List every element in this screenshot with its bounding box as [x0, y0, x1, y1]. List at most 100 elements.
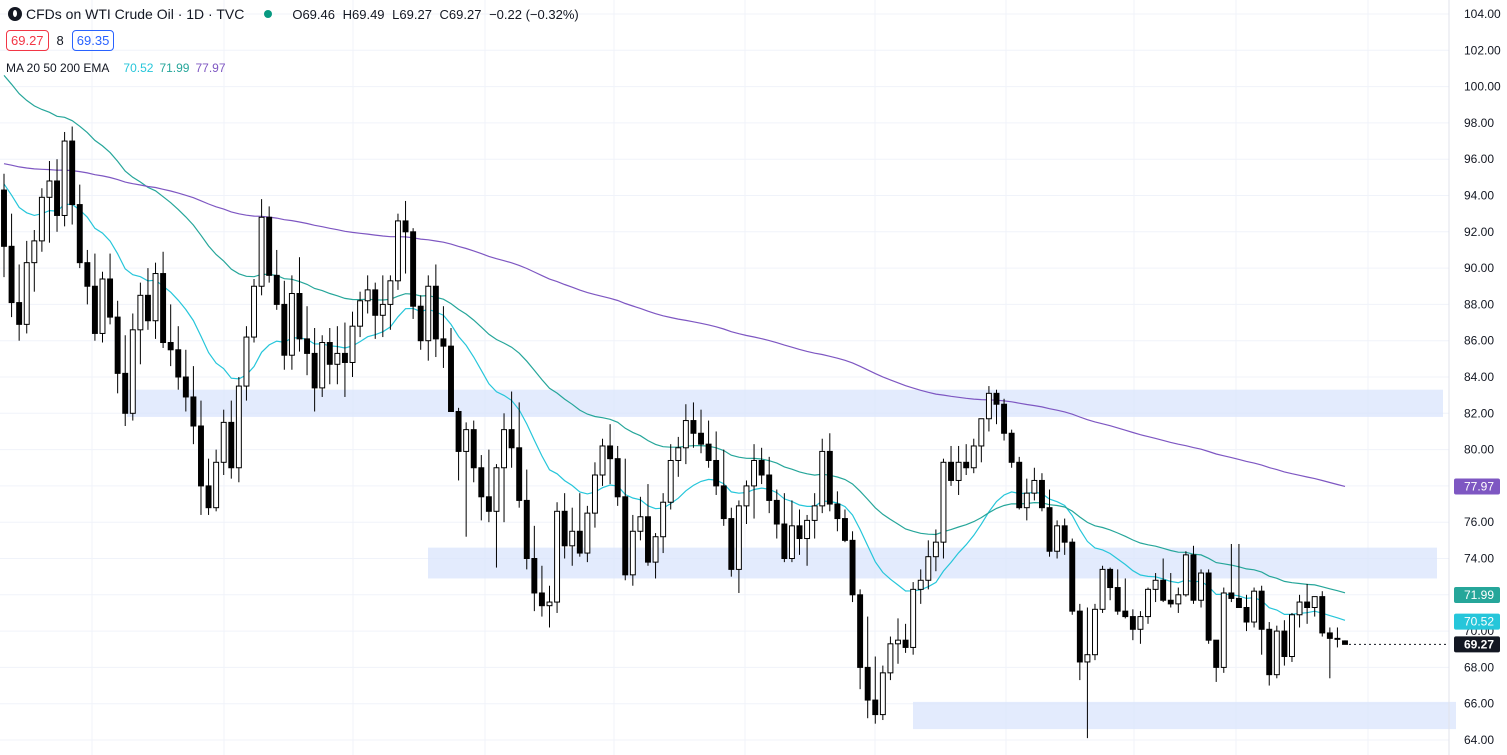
candle[interactable]	[857, 589, 864, 690]
candle[interactable]	[122, 335, 129, 427]
candle[interactable]	[296, 257, 303, 352]
ma200-line[interactable]	[3, 163, 1346, 487]
candle[interactable]	[607, 424, 614, 485]
candle[interactable]	[1069, 538, 1076, 615]
candle[interactable]	[288, 275, 295, 370]
candle[interactable]	[1129, 609, 1136, 641]
candle[interactable]	[341, 322, 348, 397]
candle[interactable]	[508, 391, 515, 468]
candle[interactable]	[1008, 429, 1015, 468]
candle[interactable]	[1198, 569, 1205, 608]
candle[interactable]	[516, 402, 523, 508]
candle[interactable]	[576, 493, 583, 557]
candle[interactable]	[129, 313, 136, 421]
candle[interactable]	[372, 282, 379, 339]
candle[interactable]	[364, 275, 371, 314]
candle[interactable]	[1076, 603, 1083, 681]
candle[interactable]	[1235, 543, 1242, 609]
candle[interactable]	[720, 449, 727, 526]
candle[interactable]	[1175, 587, 1182, 613]
candle[interactable]	[925, 540, 932, 590]
candle[interactable]	[23, 240, 30, 334]
candle[interactable]	[478, 455, 485, 521]
candle[interactable]	[993, 389, 1000, 425]
candle[interactable]	[811, 493, 818, 539]
symbol-title[interactable]: CFDs on WTI Crude Oil · 1D · TVC	[26, 6, 245, 22]
candle[interactable]	[690, 402, 697, 448]
candlesticks[interactable]	[1, 126, 1348, 739]
candle[interactable]	[932, 529, 939, 572]
candle[interactable]	[46, 161, 53, 243]
candle[interactable]	[304, 306, 311, 376]
candle[interactable]	[91, 253, 98, 341]
candle[interactable]	[584, 505, 591, 563]
candle[interactable]	[273, 249, 280, 310]
candle[interactable]	[167, 304, 174, 367]
candle[interactable]	[493, 464, 500, 568]
candle[interactable]	[501, 413, 507, 523]
candle[interactable]	[16, 264, 23, 341]
candle[interactable]	[425, 275, 432, 361]
candle[interactable]	[235, 377, 242, 483]
candle[interactable]	[61, 131, 68, 227]
candle[interactable]	[251, 278, 257, 343]
ma50-line[interactable]	[3, 75, 1346, 594]
candle[interactable]	[319, 335, 326, 397]
candle[interactable]	[1160, 558, 1167, 603]
candle[interactable]	[849, 531, 856, 603]
candle[interactable]	[69, 126, 76, 225]
candle[interactable]	[198, 400, 204, 515]
candle[interactable]	[175, 326, 182, 390]
candle[interactable]	[1220, 587, 1227, 673]
candle[interactable]	[955, 445, 962, 495]
candle[interactable]	[667, 444, 674, 510]
candle[interactable]	[455, 407, 462, 481]
candle[interactable]	[1016, 456, 1023, 510]
candle[interactable]	[735, 500, 742, 593]
candle[interactable]	[1251, 587, 1258, 628]
candle[interactable]	[349, 311, 356, 377]
candle[interactable]	[8, 213, 15, 318]
candle[interactable]	[54, 159, 60, 232]
candle[interactable]	[485, 449, 492, 523]
candle[interactable]	[629, 514, 636, 586]
candle[interactable]	[410, 228, 417, 319]
candle[interactable]	[1092, 603, 1098, 661]
candle[interactable]	[190, 366, 197, 445]
candle[interactable]	[614, 445, 621, 506]
candle[interactable]	[1054, 520, 1061, 559]
candle[interactable]	[1084, 607, 1091, 739]
candle[interactable]	[463, 422, 470, 537]
candle[interactable]	[114, 300, 121, 394]
candle[interactable]	[940, 458, 947, 559]
candle[interactable]	[432, 264, 439, 358]
candle[interactable]	[1122, 578, 1129, 619]
sell-price-button[interactable]: 69.27	[6, 30, 49, 51]
candle[interactable]	[948, 445, 954, 486]
candle[interactable]	[281, 280, 288, 370]
candle[interactable]	[773, 489, 780, 539]
candle[interactable]	[1, 173, 7, 278]
candle[interactable]	[538, 565, 545, 617]
candle[interactable]	[985, 386, 992, 432]
candle[interactable]	[872, 656, 879, 724]
price-axis[interactable]: 104.00 102.00 100.00 98.00 96.00 94.00 92.00 90…	[1448, 0, 1501, 755]
candle[interactable]	[379, 275, 386, 338]
candle[interactable]	[713, 431, 720, 495]
candle[interactable]	[1145, 587, 1151, 624]
candle[interactable]	[1061, 518, 1068, 555]
candle[interactable]	[470, 420, 477, 483]
candle[interactable]	[1311, 596, 1318, 617]
candle[interactable]	[1266, 622, 1273, 686]
candle[interactable]	[682, 404, 689, 465]
candle[interactable]	[523, 469, 530, 570]
candle[interactable]	[1167, 573, 1174, 608]
candle[interactable]	[1107, 567, 1114, 601]
candle[interactable]	[781, 493, 788, 563]
candle[interactable]	[834, 491, 841, 532]
candle[interactable]	[1289, 612, 1295, 662]
candle[interactable]	[334, 326, 341, 385]
candle[interactable]	[546, 585, 553, 628]
candle[interactable]	[1114, 569, 1121, 615]
